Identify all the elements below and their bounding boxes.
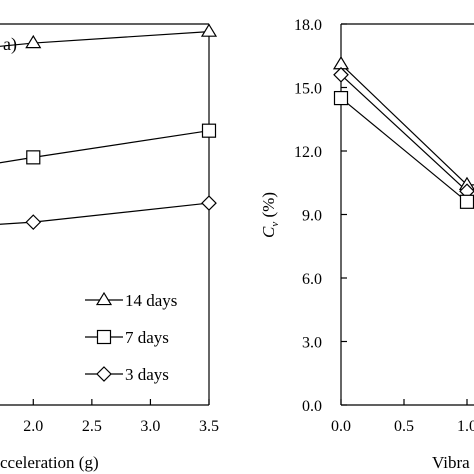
left-series-group [0,23,218,230]
right-series-line [340,63,468,186]
right-data-point [459,194,474,209]
left-data-point [201,123,217,138]
legend-marker [96,329,112,345]
legend-entry: 14 days [125,291,177,310]
left-x-tick-label: 3.0 [140,418,160,435]
right-series-group [332,56,474,209]
legend-entry: 7 days [125,328,169,347]
left-chart-panel: a) 2.0 2.5 3.0 3.5 14 days 7 days 3 days ccel… [0,23,219,472]
left-data-point [25,34,42,49]
left-panel-label: a) [3,34,17,55]
right-series-line [340,74,468,192]
left-x-tick-label: 2.0 [23,418,43,435]
right-x-ticks: 0.0 0.5 1.0 [331,399,474,435]
left-series-line [0,31,210,47]
right-y-tick-label: 9.0 [302,208,322,225]
left-data-point [26,150,41,165]
right-y-tick-label: 6.0 [302,271,322,288]
left-x-ticks: 2.0 2.5 3.0 3.5 [23,399,219,435]
left-data-point [25,214,42,230]
legend-entry: 3 days [125,365,169,384]
right-y-ticks: 0.0 3.0 6.0 9.0 12.0 15.0 18.0 [294,17,347,415]
left-legend: 14 days 7 days 3 days [85,291,177,384]
left-data-point [201,195,217,211]
right-data-point [333,90,349,106]
left-data-point [200,23,218,37]
legend-marker [96,366,112,382]
right-x-tick-label: 0.0 [331,418,351,435]
right-x-tick-label: 1.0 [457,418,474,435]
right-chart-panel: 0.0 3.0 6.0 9.0 12.0 15.0 18.0 0.0 0.5 1.0 Cv (%… [259,17,474,472]
right-y-tick-label: 15.0 [294,81,322,98]
right-series-line [340,97,468,203]
left-x-axis-title: cceleration (g) [0,453,99,472]
right-x-axis-title: Vibra [432,453,470,472]
left-x-tick-label: 2.5 [82,418,102,435]
right-y-tick-label: 12.0 [294,144,322,161]
right-data-point [333,66,349,83]
right-x-tick-label: 0.5 [394,418,414,435]
right-y-tick-label: 0.0 [302,398,322,415]
right-y-axis-title: Cv (%) [259,192,281,238]
right-y-tick-label: 18.0 [294,17,322,34]
left-x-tick-label: 3.5 [199,418,219,435]
right-y-tick-label: 3.0 [302,335,322,352]
legend-marker [95,291,113,306]
